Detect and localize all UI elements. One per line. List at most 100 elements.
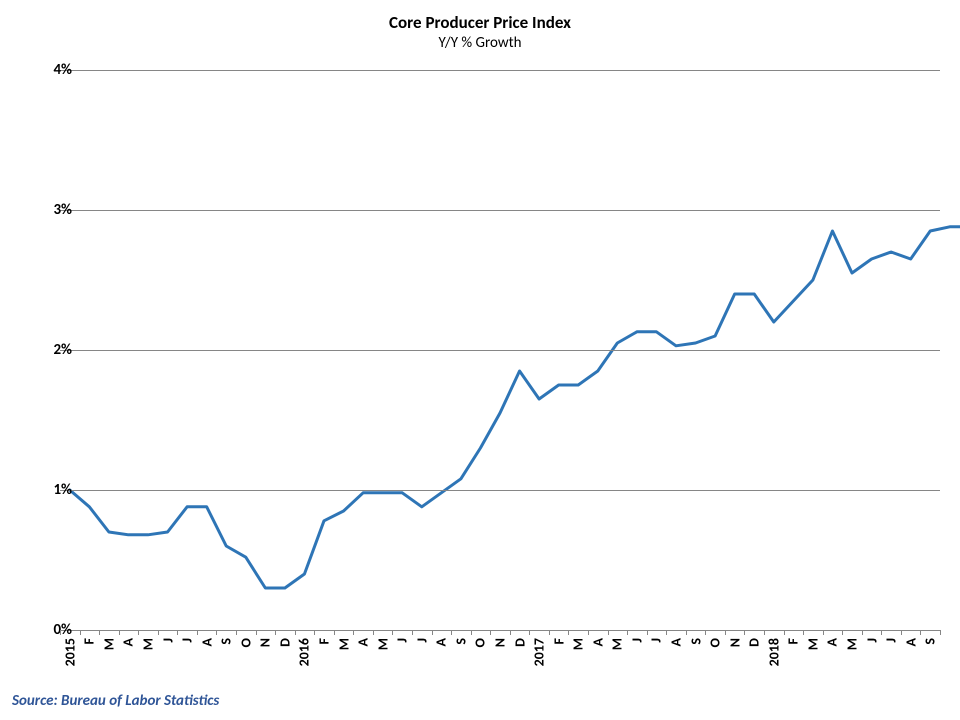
x-tick-mark [275, 630, 276, 635]
x-tick-mark [119, 630, 120, 635]
x-tick-label: J [628, 638, 645, 643]
y-tick-label: 2% [22, 341, 72, 359]
x-tick-mark [510, 630, 511, 635]
gridline [60, 210, 940, 211]
x-tick-label: N [726, 638, 743, 647]
x-tick-mark [158, 630, 159, 635]
x-tick-mark [60, 630, 61, 635]
x-tick-mark [314, 630, 315, 635]
x-tick-mark [901, 630, 902, 635]
x-tick-mark [256, 630, 257, 635]
x-tick-mark [705, 630, 706, 635]
x-tick-mark [803, 630, 804, 635]
x-tick-label: J [648, 638, 665, 643]
x-tick-label: D [511, 638, 528, 647]
gridline [60, 70, 940, 71]
x-axis-labels: 2015FMAMJJASOND2016FMAMJJASOND2017FMAMJJ… [60, 634, 940, 694]
x-tick-label: F [550, 638, 567, 644]
source-text: Source: Bureau of Labor Statistics [12, 692, 219, 710]
x-tick-mark [744, 630, 745, 635]
gridline [60, 490, 940, 491]
x-tick-mark [353, 630, 354, 635]
x-tick-label: 2017 [531, 638, 548, 666]
x-tick-label: O [707, 638, 724, 647]
x-tick-mark [784, 630, 785, 635]
x-tick-mark [373, 630, 374, 635]
x-tick-label: 2018 [765, 638, 782, 666]
x-tick-label: M [100, 638, 117, 650]
x-tick-label: M [804, 638, 821, 650]
x-tick-mark [392, 630, 393, 635]
y-tick-label: 1% [22, 481, 72, 499]
x-tick-mark [881, 630, 882, 635]
chart-title: Core Producer Price Index [0, 12, 960, 33]
x-tick-label: M [335, 638, 352, 650]
x-tick-label: A [198, 638, 215, 646]
x-tick-mark [725, 630, 726, 635]
x-tick-mark [295, 630, 296, 635]
x-tick-mark [99, 630, 100, 635]
x-tick-mark [216, 630, 217, 635]
x-tick-mark [823, 630, 824, 635]
x-tick-label: D [276, 638, 293, 647]
x-tick-mark [529, 630, 530, 635]
x-tick-mark [549, 630, 550, 635]
x-tick-mark [177, 630, 178, 635]
x-tick-mark [588, 630, 589, 635]
x-tick-label: A [433, 638, 450, 646]
x-tick-mark [764, 630, 765, 635]
x-tick-label: J [394, 638, 411, 643]
x-tick-label: O [237, 638, 254, 647]
x-tick-mark [236, 630, 237, 635]
x-tick-mark [197, 630, 198, 635]
data-line [70, 227, 960, 588]
x-tick-label: M [609, 638, 626, 650]
x-tick-mark [940, 630, 941, 635]
x-tick-mark [647, 630, 648, 635]
x-tick-label: D [746, 638, 763, 647]
x-tick-label: M [570, 638, 587, 650]
x-tick-label: F [785, 638, 802, 644]
chart-subtitle: Y/Y % Growth [0, 34, 960, 52]
x-tick-label: 2015 [61, 638, 78, 666]
x-tick-label: A [668, 638, 685, 646]
x-tick-label: J [863, 638, 880, 643]
x-tick-label: J [413, 638, 430, 643]
x-tick-label: F [316, 638, 333, 644]
x-tick-mark [920, 630, 921, 635]
x-tick-label: M [374, 638, 391, 650]
x-tick-mark [842, 630, 843, 635]
x-tick-mark [80, 630, 81, 635]
y-tick-label: 4% [22, 61, 72, 79]
x-tick-mark [490, 630, 491, 635]
x-tick-label: A [589, 638, 606, 646]
x-tick-label: A [902, 638, 919, 646]
x-tick-mark [627, 630, 628, 635]
x-tick-label: A [120, 638, 137, 646]
y-tick-label: 3% [22, 201, 72, 219]
x-tick-label: S [922, 638, 939, 645]
x-tick-label: S [218, 638, 235, 645]
x-tick-mark [568, 630, 569, 635]
x-tick-label: J [159, 638, 176, 643]
x-tick-label: J [179, 638, 196, 643]
x-tick-label: N [257, 638, 274, 647]
x-tick-label: 2016 [296, 638, 313, 666]
x-tick-label: S [687, 638, 704, 645]
x-tick-label: O [472, 638, 489, 647]
x-tick-mark [138, 630, 139, 635]
x-tick-mark [432, 630, 433, 635]
x-tick-label: J [883, 638, 900, 643]
x-tick-mark [334, 630, 335, 635]
x-tick-label: M [844, 638, 861, 650]
gridline [60, 350, 940, 351]
x-tick-label: S [452, 638, 469, 645]
x-tick-mark [686, 630, 687, 635]
x-tick-mark [862, 630, 863, 635]
x-tick-mark [666, 630, 667, 635]
x-tick-mark [451, 630, 452, 635]
chart-container: Core Producer Price Index Y/Y % Growth 2… [0, 0, 960, 720]
x-tick-label: A [824, 638, 841, 646]
x-tick-mark [412, 630, 413, 635]
x-tick-label: A [355, 638, 372, 646]
